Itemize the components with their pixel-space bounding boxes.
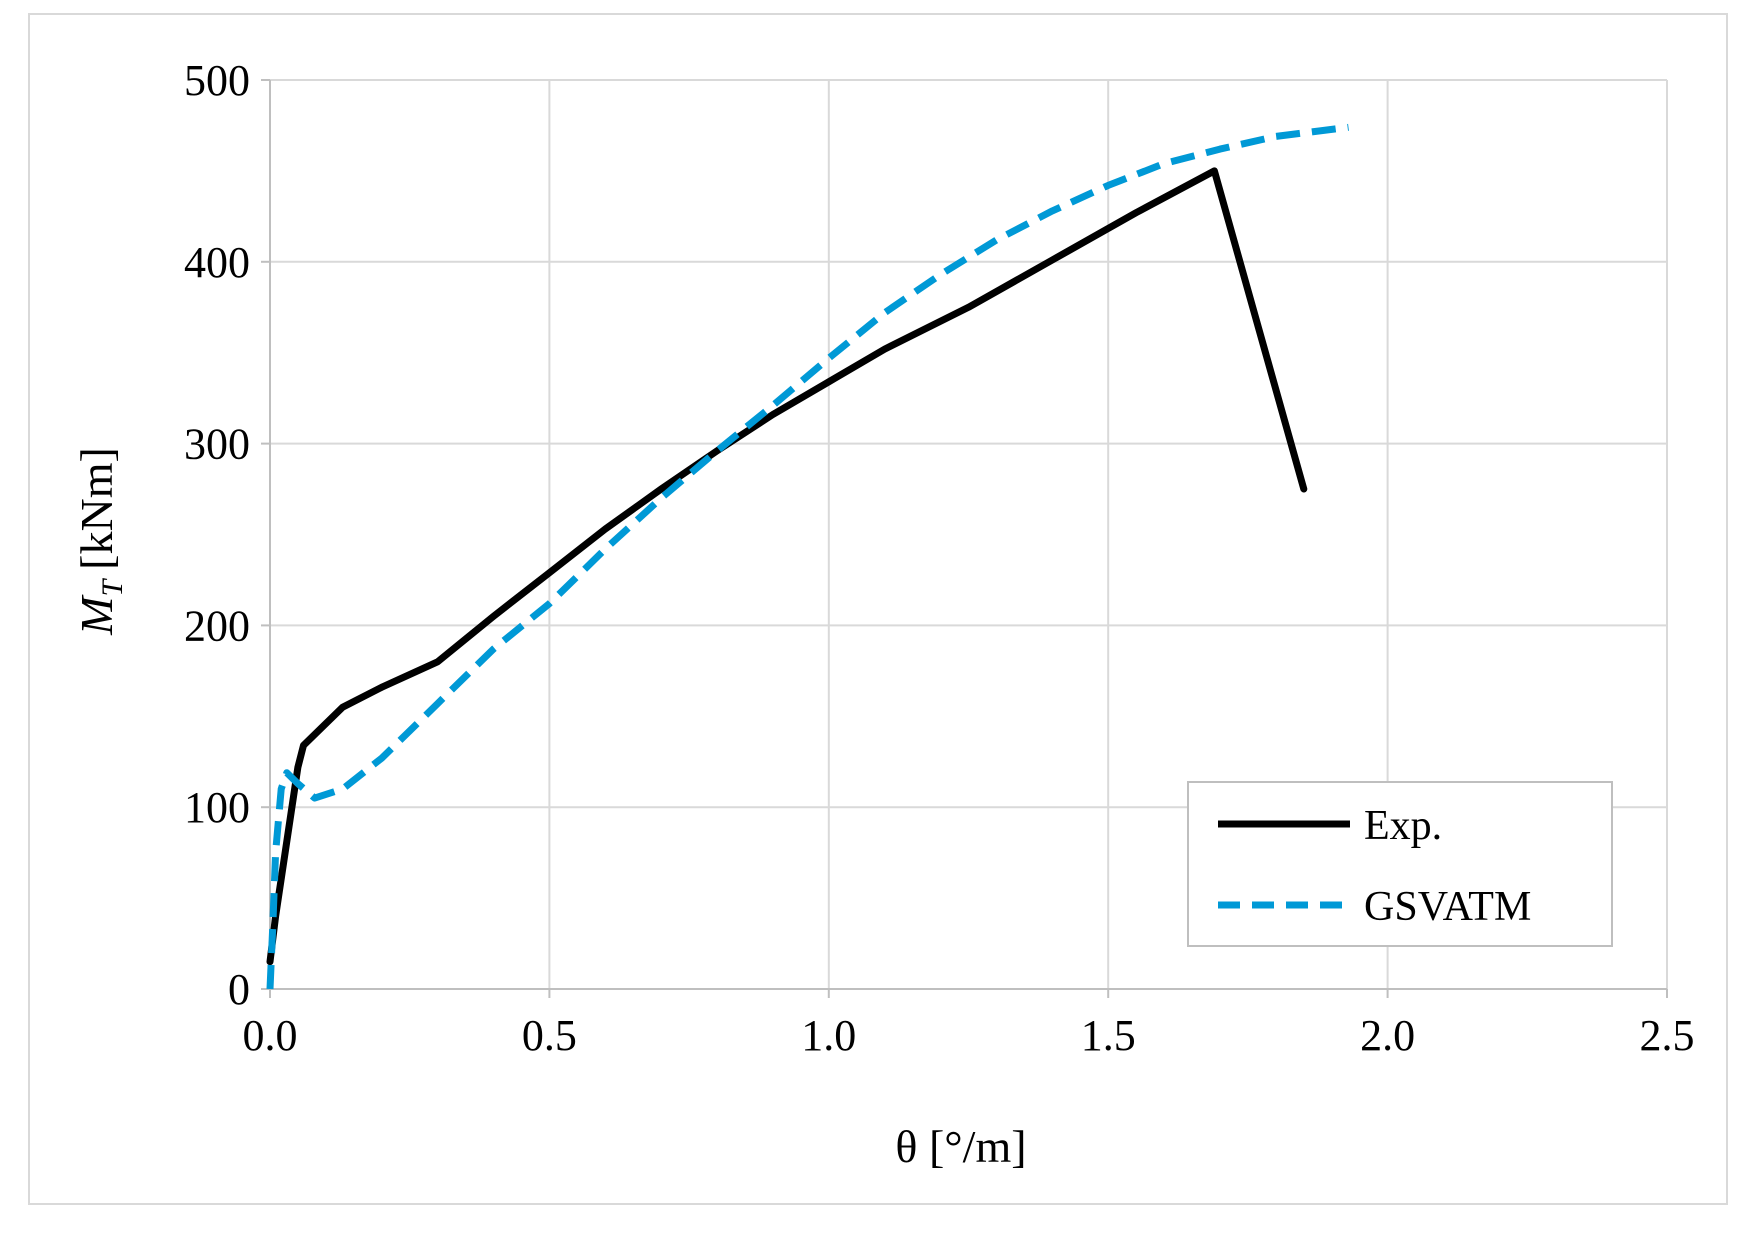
series-lines (266, 123, 1349, 990)
y-tick-label: 300 (184, 420, 250, 469)
y-axis-title-units: [kNm] (71, 447, 122, 570)
x-tick-label: 0.0 (243, 1011, 298, 1060)
x-tick-label: 0.5 (522, 1011, 577, 1060)
x-tick-label: 1.5 (1081, 1011, 1136, 1060)
series-line-exp (266, 167, 1308, 966)
y-axis-title-symbol: M (71, 594, 122, 636)
y-tick-label: 200 (184, 601, 250, 650)
y-axis-title-subscript: T (96, 578, 129, 597)
legend-label-exp: Exp. (1364, 803, 1442, 849)
y-tick-label: 500 (184, 56, 250, 105)
x-tick-label: 2.0 (1360, 1011, 1415, 1060)
y-tick-labels: 0 100 200 300 400 500 (184, 56, 250, 1014)
legend-label-gsvatm: GSVATM (1364, 884, 1531, 930)
x-tick-labels: 0.0 0.5 1.0 1.5 2.0 2.5 (243, 1011, 1695, 1060)
x-tick-label: 1.0 (801, 1011, 856, 1060)
x-axis-title: θ [°/m] (895, 1121, 1026, 1172)
y-tick-label: 0 (228, 965, 250, 1014)
y-tick-label: 100 (184, 783, 250, 832)
y-tick-label: 400 (184, 238, 250, 287)
y-axis-title: MT [kNm] (71, 447, 129, 636)
series-line-gsvatm (266, 123, 1349, 990)
chart-frame (28, 13, 1728, 1205)
legend-box (1187, 781, 1613, 947)
x-tick-label: 2.5 (1640, 1011, 1695, 1060)
legend: Exp. GSVATM (1187, 781, 1613, 947)
axes (261, 79, 1668, 998)
